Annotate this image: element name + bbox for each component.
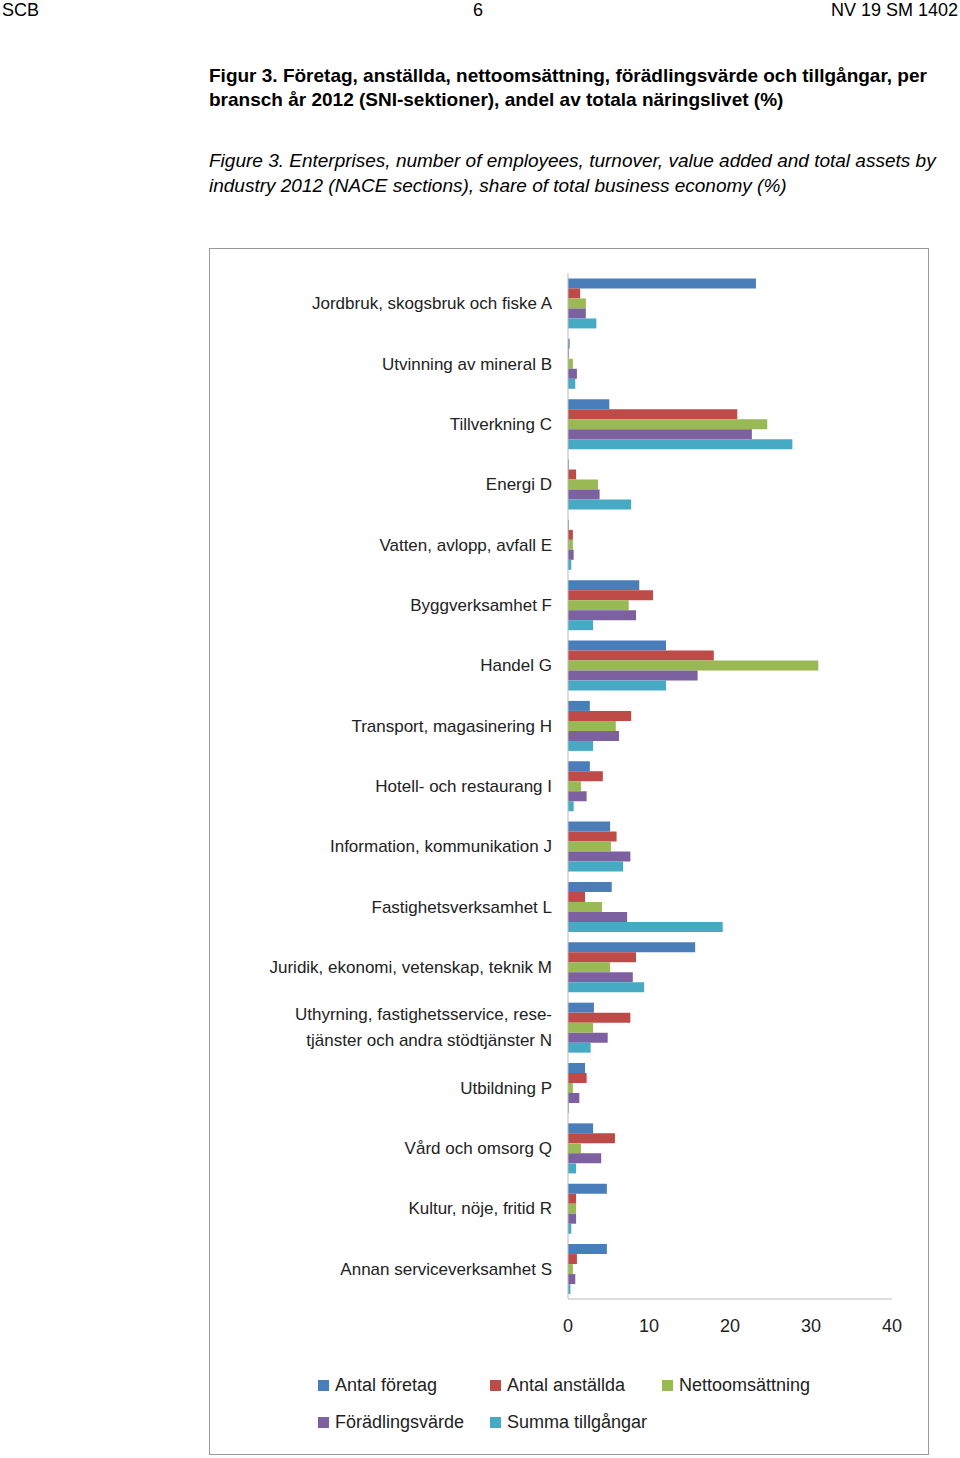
- svg-text:30: 30: [801, 1316, 821, 1336]
- svg-text:20: 20: [720, 1316, 740, 1336]
- html-text:SCB: SCB: [2, 0, 39, 20]
- svg-text:Tillverkning C: Tillverkning C: [450, 414, 552, 433]
- html-text:Figure 3. Enterprises, number: Figure 3. Enterprises, number of employe…: [209, 150, 936, 196]
- html-text:Figur 3. Företag, anställda, n: Figur 3. Företag, anställda, nettoomsätt…: [209, 65, 927, 110]
- svg-text:Byggverksamhet F: Byggverksamhet F: [410, 595, 552, 614]
- html-text:Antal företag: Antal företag: [335, 1375, 438, 1395]
- html-text:Summa tillgångar: Summa tillgångar: [507, 1412, 648, 1432]
- svg-text:Hotell- och restaurang I: Hotell- och restaurang I: [375, 777, 552, 796]
- svg-text:Handel G: Handel G: [480, 656, 552, 675]
- svg-text:Annan serviceverksamhet S: Annan serviceverksamhet S: [340, 1259, 552, 1278]
- svg-text:Uthyrning, fastighetsservice,: Uthyrning, fastighetsservice, rese-tjäns…: [295, 1005, 552, 1050]
- html-text:Förädlingsvärde: Förädlingsvärde: [335, 1412, 465, 1432]
- svg-text:Vatten, avlopp, avfall E: Vatten, avlopp, avfall E: [379, 535, 552, 554]
- html-text:Nettoomsättning: Nettoomsättning: [679, 1375, 811, 1395]
- html-text:Antal anställda: Antal anställda: [507, 1375, 626, 1395]
- svg-text:Vård och omsorg Q: Vård och omsorg Q: [405, 1139, 552, 1158]
- svg-text:Transport, magasinering H: Transport, magasinering H: [351, 716, 552, 735]
- svg-text:Fastighetsverksamhet L: Fastighetsverksamhet L: [372, 897, 552, 916]
- svg-text:Juridik, ekonomi, vetenskap, t: Juridik, ekonomi, vetenskap, teknik M: [269, 958, 552, 977]
- svg-text:Information, kommunikation J: Information, kommunikation J: [330, 837, 552, 856]
- html-text:6: 6: [473, 0, 483, 20]
- svg-text:Utvinning av mineral B: Utvinning av mineral B: [382, 354, 552, 373]
- svg-text:Energi D: Energi D: [486, 475, 552, 494]
- svg-text:40: 40: [882, 1316, 902, 1336]
- svg-text:Kultur, nöje, fritid R: Kultur, nöje, fritid R: [408, 1199, 552, 1218]
- svg-text:Utbildning P: Utbildning P: [460, 1078, 552, 1097]
- svg-text:0: 0: [563, 1316, 573, 1336]
- html-text:NV 19 SM 1402: NV 19 SM 1402: [830, 0, 958, 20]
- svg-text:Jordbruk, skogsbruk och fiske: Jordbruk, skogsbruk och fiske A: [312, 294, 553, 313]
- svg-text:10: 10: [639, 1316, 659, 1336]
